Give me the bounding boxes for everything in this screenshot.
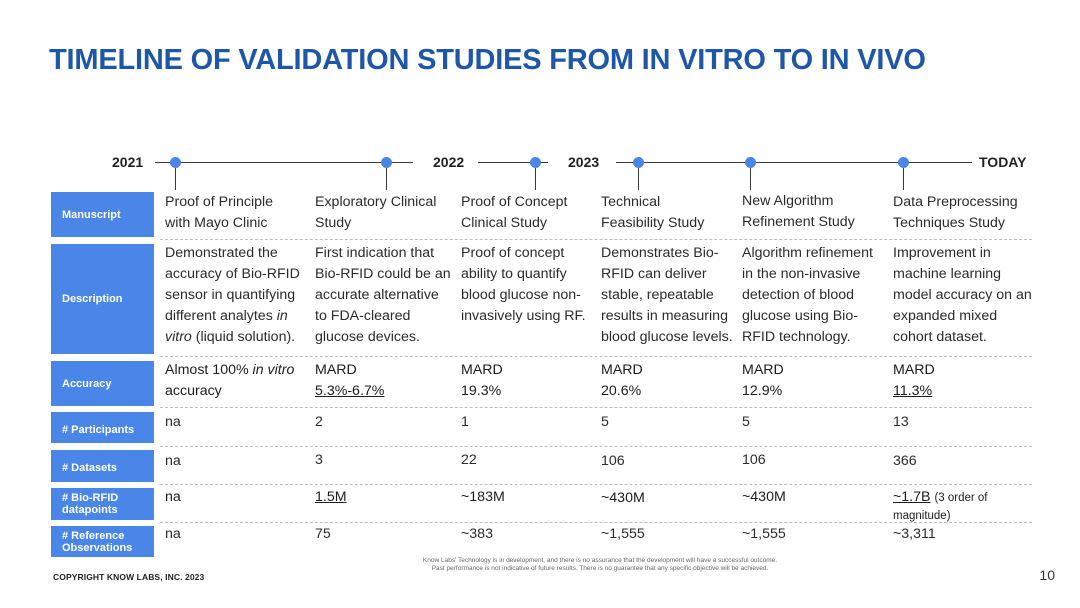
timeline-year-2021: 2021 — [112, 154, 144, 170]
reference-cell: ~1,555 — [742, 526, 786, 542]
timeline-marker — [633, 157, 644, 168]
manuscript-cell: Exploratory Clinical Study — [315, 194, 437, 231]
participants-cell: 5 — [742, 414, 750, 430]
row-header-datapoints: # Bio-RFID datapoints — [51, 488, 154, 520]
row-divider — [160, 446, 1032, 447]
page-title: TIMELINE OF VALIDATION STUDIES FROM IN V… — [49, 44, 926, 76]
datasets-cell: 366 — [893, 453, 917, 469]
reference-cell: 75 — [315, 526, 331, 542]
timeline-connector — [903, 168, 904, 190]
participants-cell: 2 — [315, 414, 323, 430]
row-header-manuscript: Manuscript — [51, 192, 154, 237]
row-divider — [160, 356, 1032, 357]
accuracy-cell: Almost 100% in vitro accuracy — [165, 362, 295, 399]
participants-cell: na — [165, 414, 181, 430]
datapoints-cell: na — [165, 489, 181, 505]
timeline-marker — [381, 157, 392, 168]
manuscript-cell: Data Preprocessing Techniques Study — [893, 194, 1018, 231]
timeline-year-2023: 2023 — [568, 154, 600, 170]
accuracy-cell: MARD 12.9% — [742, 362, 784, 399]
copyright: COPYRIGHT KNOW LABS, INC. 2023 — [53, 572, 205, 582]
row-divider — [160, 484, 1032, 485]
manuscript-cell: Technical Feasibility Study — [601, 194, 705, 231]
timeline-connector — [750, 168, 751, 190]
timeline-connector — [535, 168, 536, 190]
accuracy-cell: MARD 20.6% — [601, 362, 643, 399]
timeline-marker — [898, 157, 909, 168]
datasets-cell: 106 — [742, 452, 766, 468]
datapoints-cell: ~183M — [461, 489, 505, 505]
timeline-year-2022: 2022 — [433, 154, 465, 170]
datapoints-cell: 1.5M — [315, 489, 347, 505]
participants-cell: 13 — [893, 414, 909, 430]
timeline-marker — [170, 157, 181, 168]
disclaimer: Know Labs' Technology is in development,… — [422, 557, 778, 572]
row-divider — [160, 522, 1032, 523]
datapoints-cell: ~430M — [742, 489, 786, 505]
reference-cell: ~3,311 — [893, 526, 936, 542]
reference-cell: na — [165, 526, 181, 542]
datasets-cell: 106 — [601, 453, 625, 469]
accuracy-cell: MARD 5.3%-6.7% — [315, 362, 385, 399]
description-cell: First indication that Bio-RFID could be … — [315, 245, 451, 345]
row-header-reference: # Reference Observations — [51, 526, 154, 557]
timeline-today: TODAY — [979, 154, 1027, 170]
timeline-line — [478, 162, 548, 163]
datapoints-cell: ~430M — [601, 490, 645, 506]
page-number: 10 — [1039, 567, 1055, 583]
timeline-connector — [175, 168, 176, 190]
description-cell: Demonstrates Bio- RFID can deliver stabl… — [601, 245, 733, 345]
participants-cell: 5 — [601, 414, 609, 430]
timeline-connector — [386, 168, 387, 190]
row-header-accuracy: Accuracy — [51, 361, 154, 406]
timeline-connector — [638, 168, 639, 190]
timeline-marker — [745, 157, 756, 168]
description-cell: Demonstrated the accuracy of Bio-RFID se… — [165, 245, 300, 345]
row-header-description: Description — [51, 244, 154, 354]
row-divider — [160, 239, 1032, 240]
timeline-line — [155, 162, 413, 163]
manuscript-cell: Proof of Principle with Mayo Clinic — [165, 194, 274, 231]
reference-cell: ~1,555 — [601, 526, 645, 542]
timeline-marker — [530, 157, 541, 168]
datasets-cell: na — [165, 453, 181, 469]
manuscript-cell: New Algorithm Refinement Study — [742, 193, 855, 230]
datasets-cell: 3 — [315, 452, 323, 468]
row-header-participants: # Participants — [51, 412, 154, 443]
description-cell: Algorithm refinement in the non-invasive… — [742, 245, 873, 345]
manuscript-cell: Proof of Concept Clinical Study — [461, 194, 568, 231]
accuracy-cell: MARD 19.3% — [461, 362, 503, 399]
datapoints-cell: ~1.7B (3 order of magnitude) — [893, 489, 988, 522]
timeline-line — [616, 162, 972, 163]
description-cell: Proof of concept ability to quantify blo… — [461, 245, 586, 324]
reference-cell: ~383 — [461, 526, 493, 542]
row-header-datasets: # Datasets — [51, 450, 154, 482]
row-divider — [160, 407, 1032, 408]
accuracy-cell: MARD 11.3% — [893, 362, 935, 399]
description-cell: Improvement in machine learning model ac… — [893, 245, 1032, 345]
datasets-cell: 22 — [461, 452, 477, 468]
participants-cell: 1 — [461, 414, 469, 430]
